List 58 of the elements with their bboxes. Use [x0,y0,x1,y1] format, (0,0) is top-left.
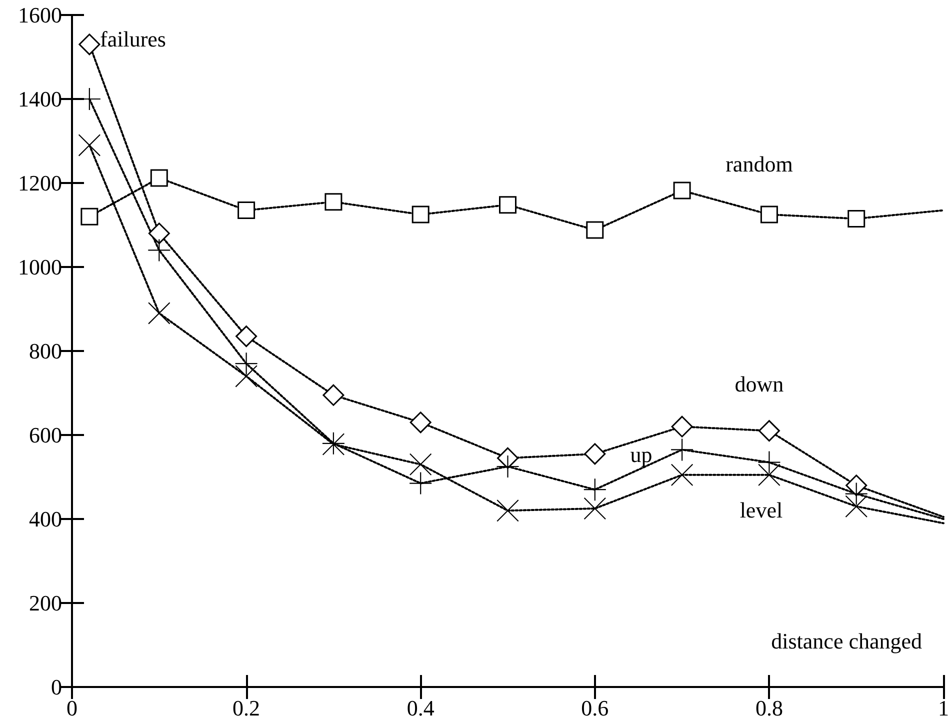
point [496,500,519,522]
y-tick-label: 600 [29,422,62,448]
point [499,196,516,214]
y-tick-label: 1200 [18,170,62,196]
series-label: up [630,442,652,467]
x-tick-label: 0.8 [755,696,783,720]
series-label: level [740,497,783,522]
point [80,208,98,226]
point [846,474,868,496]
point [760,206,778,224]
point [584,478,606,501]
point [148,239,170,262]
x-axis-title: distance changed [771,628,922,654]
point [238,202,256,220]
point [148,222,170,244]
x-tick-label: 0.4 [406,696,434,720]
point [845,482,868,505]
point [410,453,432,476]
point [584,443,606,465]
point [586,221,604,239]
x-tick-label: 1 [938,696,949,720]
series-label: random [726,151,793,176]
x-tick-label: 0.6 [581,696,609,720]
y-axis-title: failures [100,26,166,52]
point [673,182,691,200]
y-tick-label: 0 [51,674,62,700]
y-tick-label: 200 [29,590,62,616]
y-tick-label: 400 [29,506,62,532]
point [235,365,258,388]
point [322,384,344,406]
point [845,495,868,518]
point [78,34,100,56]
y-tick-label: 1600 [18,2,62,28]
point [758,420,780,442]
point [78,134,100,156]
y-tick-label: 1400 [18,86,62,112]
point [671,416,693,438]
point [848,210,866,228]
point [150,169,168,187]
point [324,193,342,211]
y-tick-label: 1000 [18,254,62,280]
point [584,498,606,520]
point [235,352,258,375]
point [236,326,258,348]
series-label: down [734,372,784,397]
point [496,456,519,478]
point [497,447,518,469]
point [671,464,694,486]
point [410,412,432,434]
point [410,472,432,494]
point [671,438,694,461]
point [412,206,430,224]
point [758,464,780,486]
x-tick-label: 0.2 [232,696,260,720]
point [758,451,780,474]
y-tick-label: 800 [29,338,62,364]
point [148,302,170,324]
x-tick-label: 0 [66,696,78,720]
